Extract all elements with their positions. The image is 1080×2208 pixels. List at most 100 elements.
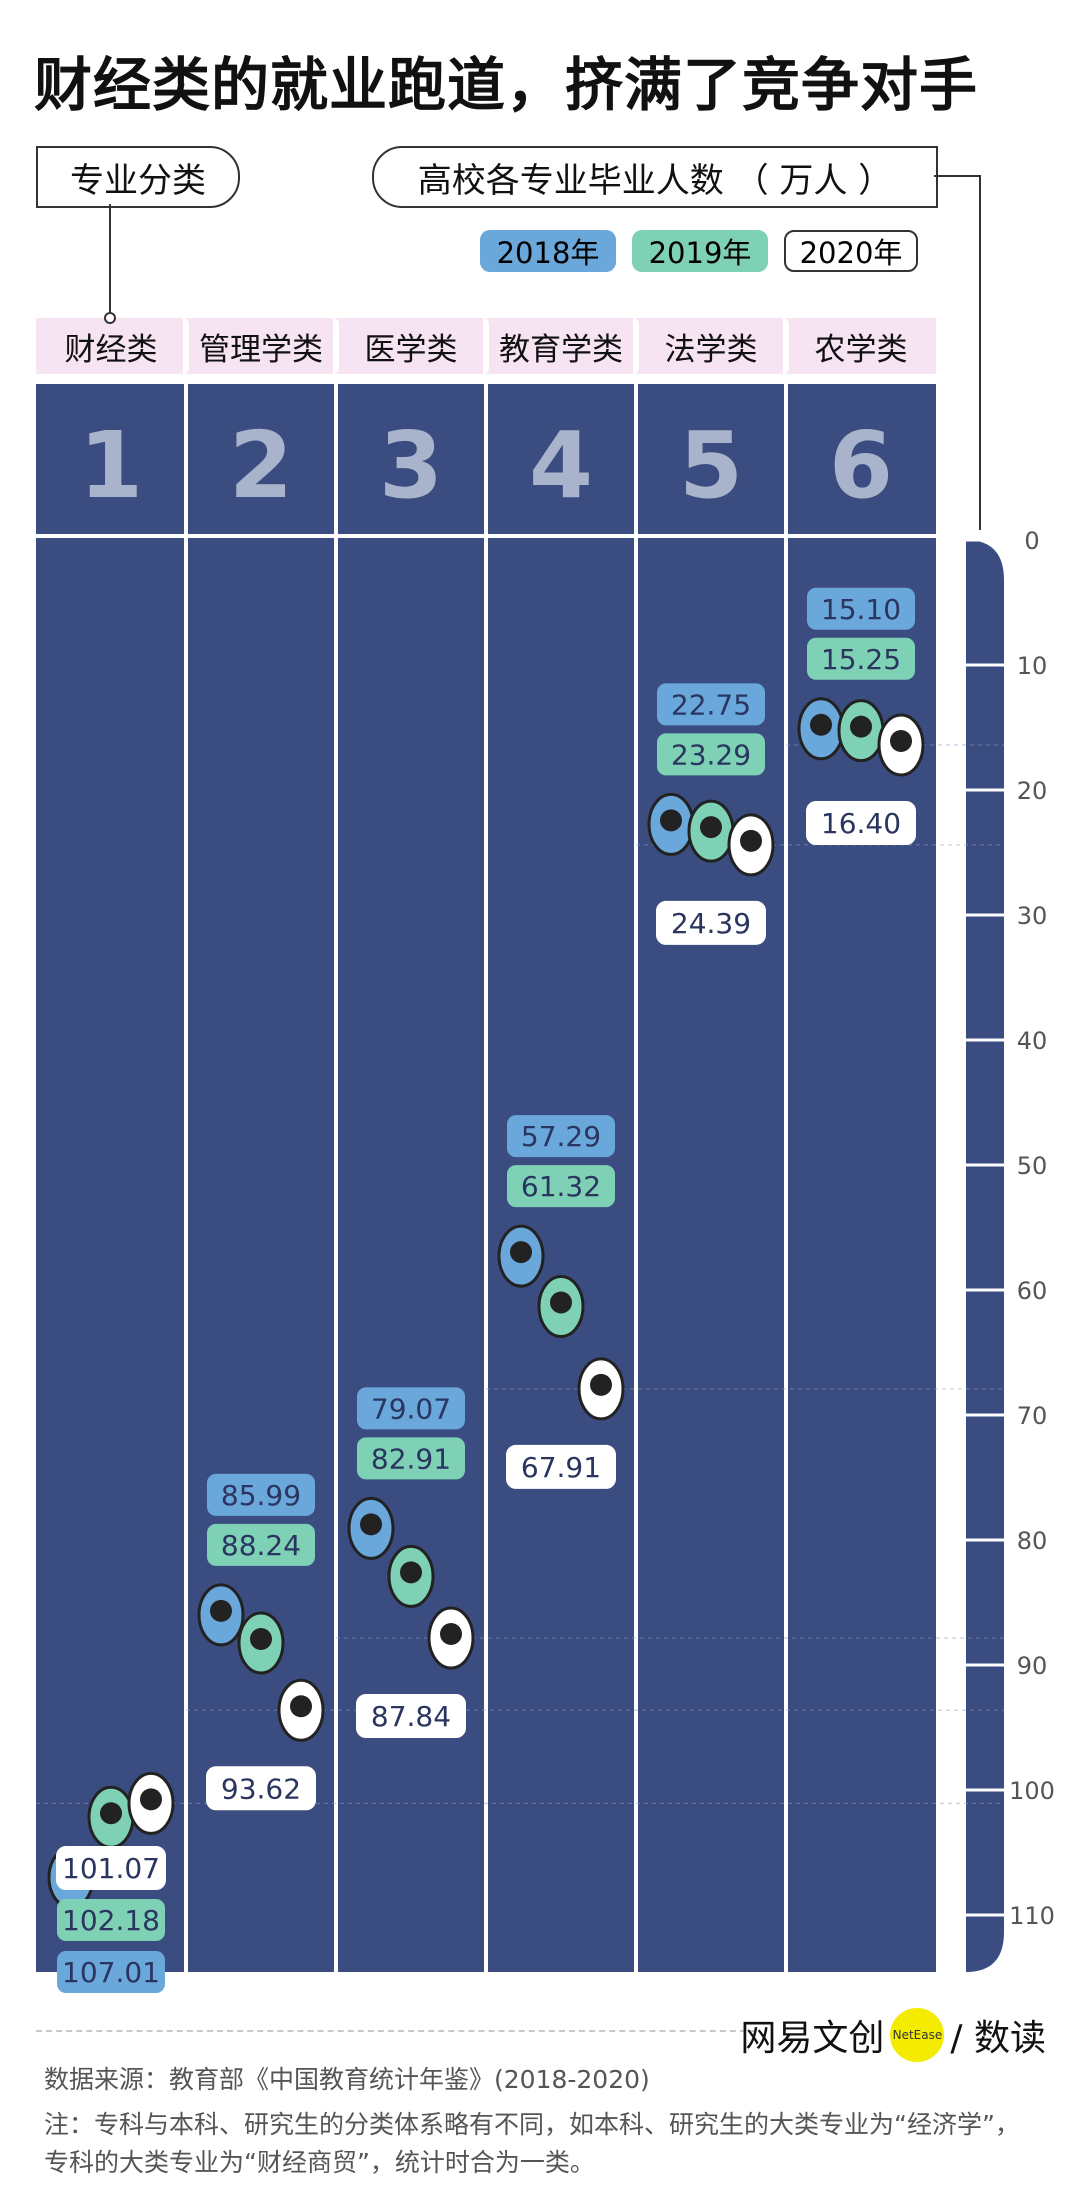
brand: 网易文创 NetEase / 数读 <box>740 2008 1046 2062</box>
value-label-bg <box>357 1387 465 1430</box>
value-label-bg <box>807 587 915 630</box>
value-label-bg <box>657 733 765 776</box>
value-label: 107.01 <box>62 1956 160 1989</box>
value-label-bg <box>807 637 915 680</box>
value-label: 16.40 <box>821 807 901 840</box>
category-separator <box>633 318 639 374</box>
value-box: 高校各专业毕业人数 （ 万人 ） <box>372 146 938 208</box>
runner-head <box>360 1513 382 1536</box>
category-label: 财经类 <box>64 331 158 368</box>
category-connector-dot <box>104 312 116 324</box>
footer-divider <box>36 2030 756 2032</box>
value-label: 61.32 <box>521 1170 601 1203</box>
legend-2020: 2020年 <box>784 230 918 272</box>
value-label: 67.91 <box>521 1451 601 1484</box>
value-label-bg <box>56 1846 166 1890</box>
value-label: 87.84 <box>371 1700 451 1733</box>
value-label-bg <box>657 683 765 726</box>
runner-head <box>850 715 872 738</box>
runner-head <box>250 1628 272 1650</box>
legend-2019: 2019年 <box>632 230 768 272</box>
runner-head <box>210 1599 232 1622</box>
axis-ruler <box>966 540 1004 1972</box>
value-label: 57.29 <box>521 1120 601 1153</box>
axis-tick-label: 70 <box>1017 1402 1048 1430</box>
value-label: 85.99 <box>221 1479 301 1512</box>
axis-tick-label: 0 <box>1024 527 1039 555</box>
axis-tick-label: 80 <box>1017 1527 1048 1555</box>
runner-head <box>400 1561 422 1584</box>
value-label-bg <box>207 1473 315 1516</box>
category-separator <box>483 318 489 374</box>
lane-number: 2 <box>229 412 293 519</box>
axis-connector <box>934 175 981 530</box>
lane-number: 1 <box>79 412 143 519</box>
axis-tick-label: 60 <box>1017 1277 1048 1305</box>
value-label-bg <box>356 1694 466 1738</box>
track-chart: 1 2 3 4 5 60102030405060708090100110101.07102… <box>36 175 1055 1993</box>
value-label: 88.24 <box>221 1529 301 1562</box>
runner-head <box>740 829 762 852</box>
runner-head <box>550 1291 572 1314</box>
category-label: 农学类 <box>814 331 908 368</box>
runner-head <box>140 1788 162 1811</box>
runner-head <box>810 713 832 736</box>
brand-badge: NetEase <box>890 2008 945 2062</box>
axis-tick-label: 50 <box>1017 1152 1048 1180</box>
value-label-bg <box>57 1951 165 1993</box>
source-text: 数据来源：教育部《中国教育统计年鉴》(2018-2020) <box>44 2065 650 2094</box>
brand-suffix: / 数读 <box>950 2018 1046 2059</box>
value-label: 102.18 <box>62 1904 160 1937</box>
value-label: 24.39 <box>671 907 751 940</box>
value-label-bg <box>57 1899 165 1941</box>
value-label: 79.07 <box>371 1392 451 1425</box>
lane-number: 4 <box>529 412 593 519</box>
category-separator <box>783 318 789 374</box>
runner-head <box>440 1623 462 1645</box>
axis-tick-label: 20 <box>1017 777 1048 805</box>
category-box: 专业分类 <box>36 146 240 208</box>
lane-number: 6 <box>829 412 893 519</box>
value-label-bg <box>656 900 766 945</box>
axis-tick-label: 30 <box>1017 902 1048 930</box>
category-label: 管理学类 <box>199 331 323 368</box>
axis-tick-label: 10 <box>1017 652 1048 680</box>
value-label: 82.91 <box>371 1442 451 1475</box>
value-label: 22.75 <box>671 688 751 721</box>
value-label: 15.25 <box>821 643 901 676</box>
page-title: 财经类的就业跑道，挤满了竞争对手 <box>34 51 979 119</box>
value-label: 93.62 <box>221 1772 301 1805</box>
lane-number: 3 <box>379 412 443 519</box>
runner-head <box>700 816 722 839</box>
axis-tick-label: 40 <box>1017 1027 1048 1055</box>
runner-head <box>290 1695 312 1718</box>
category-label: 法学类 <box>664 331 758 368</box>
category-separator <box>183 318 189 374</box>
value-label: 15.10 <box>821 593 901 626</box>
category-label: 教育学类 <box>499 331 623 368</box>
value-label-bg <box>207 1523 315 1566</box>
value-label-bg <box>806 801 916 845</box>
value-label-bg <box>506 1444 616 1489</box>
value-label-bg <box>206 1766 316 1811</box>
value-label-bg <box>507 1115 615 1158</box>
brand-name: 网易文创 <box>740 2018 885 2059</box>
axis-tick-label: 110 <box>1009 1902 1055 1930</box>
note-text: 注：专科与本科、研究生的分类体系略有不同，如本科、研究生的大类专业为“经济学”，… <box>44 2110 1020 2177</box>
runner-head <box>100 1802 122 1825</box>
axis-tick-label: 100 <box>1009 1777 1055 1805</box>
value-label: 101.07 <box>62 1852 160 1885</box>
category-label: 医学类 <box>364 331 458 368</box>
runner-head <box>890 730 912 752</box>
runner-head <box>590 1373 612 1396</box>
value-label: 23.29 <box>671 738 751 771</box>
category-separator <box>333 318 339 374</box>
legend-2018: 2018年 <box>480 230 616 272</box>
runner-head <box>660 809 682 832</box>
category-row: 财经类 管理学类 医学类 教育学类 法学类 农学类 <box>36 318 936 374</box>
axis-tick-label: 90 <box>1017 1652 1048 1680</box>
lane-number: 5 <box>679 412 743 519</box>
runner-head <box>510 1241 532 1264</box>
value-label-bg <box>357 1437 465 1480</box>
value-label-bg <box>507 1165 615 1208</box>
